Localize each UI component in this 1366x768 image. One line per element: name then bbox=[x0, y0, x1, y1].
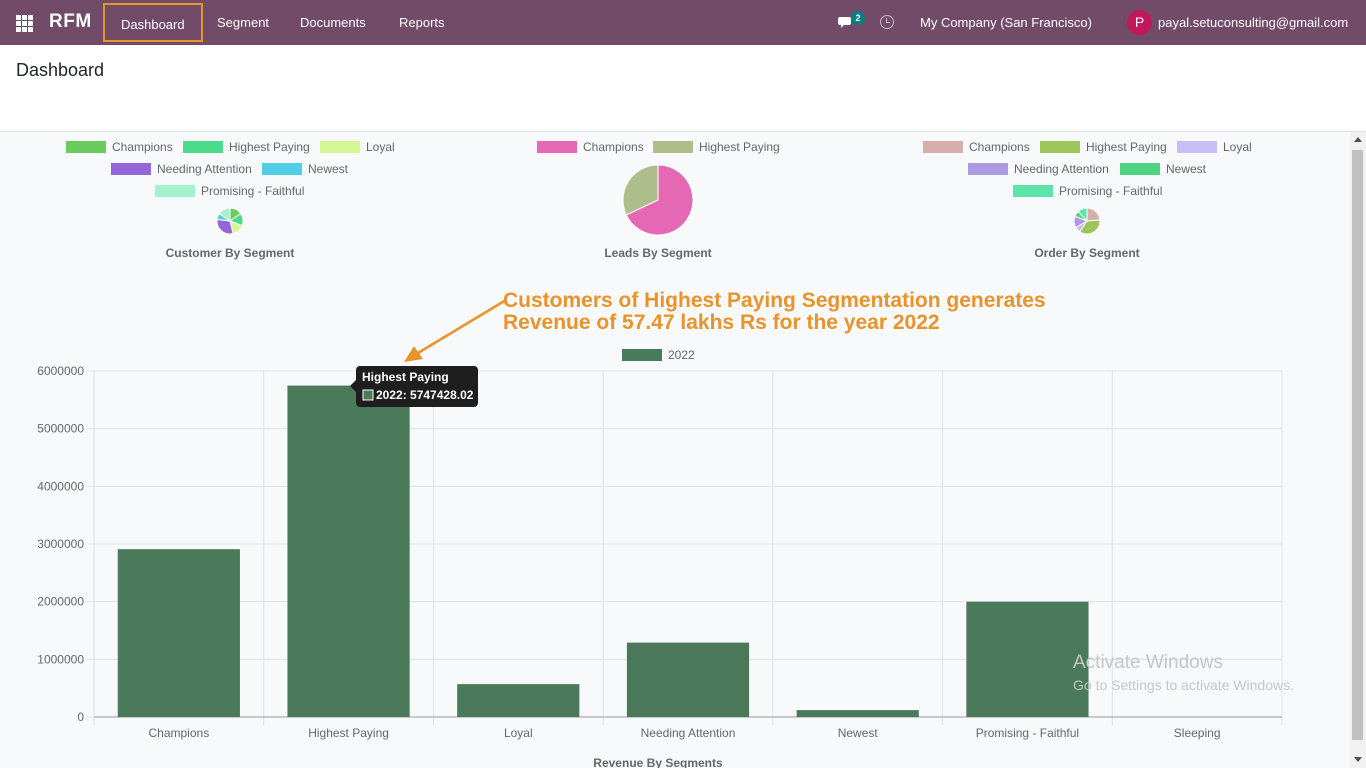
avatar[interactable]: P bbox=[1127, 10, 1152, 35]
legend-swatch[interactable] bbox=[1177, 141, 1217, 153]
user-menu[interactable]: payal.setuconsulting@gmail.com bbox=[1158, 15, 1349, 30]
legend-swatch[interactable] bbox=[111, 163, 151, 175]
bar-legend-label: 2022 bbox=[668, 348, 695, 362]
y-tick-label: 3000000 bbox=[37, 537, 84, 551]
y-tick-label: 0 bbox=[77, 710, 84, 724]
legend-label: Needing Attention bbox=[1014, 162, 1109, 176]
annotation-arrow-line bbox=[417, 298, 507, 355]
scroll-down-arrow-icon[interactable] bbox=[1354, 757, 1362, 762]
y-tick-label: 6000000 bbox=[37, 364, 84, 378]
x-tick-label: Loyal bbox=[504, 726, 533, 740]
tooltip-value: 2022: 5747428.02 bbox=[376, 388, 474, 402]
x-tick-label: Champions bbox=[149, 726, 210, 740]
top-navbar: RFM Dashboard Segment Documents Reports … bbox=[0, 0, 1366, 45]
y-tick-label: 2000000 bbox=[37, 595, 84, 609]
legend-label: Highest Paying bbox=[699, 140, 780, 154]
legend-swatch[interactable] bbox=[66, 141, 106, 153]
tooltip-pointer bbox=[350, 380, 356, 392]
x-tick-label: Promising - Faithful bbox=[976, 726, 1079, 740]
chat-count-badge: 2 bbox=[851, 11, 865, 25]
pie-chart-title: Leads By Segment bbox=[604, 246, 711, 260]
y-tick-label: 4000000 bbox=[37, 479, 84, 493]
pie-chart-title: Order By Segment bbox=[1034, 246, 1139, 260]
annotation-arrow-head bbox=[404, 346, 423, 362]
pie-slice[interactable] bbox=[1086, 207, 1101, 222]
menu-dashboard[interactable]: Dashboard bbox=[103, 3, 203, 42]
bar[interactable] bbox=[117, 549, 240, 717]
legend-label: Promising - Faithful bbox=[1059, 184, 1162, 198]
legend-label: Promising - Faithful bbox=[201, 184, 304, 198]
legend-swatch[interactable] bbox=[653, 141, 693, 153]
bar-chart-title: Revenue By Segments bbox=[593, 756, 723, 768]
apps-grid-icon[interactable] bbox=[16, 15, 33, 32]
chat-icon[interactable] bbox=[838, 14, 856, 30]
tooltip-swatch bbox=[362, 389, 374, 401]
x-tick-label: Newest bbox=[838, 726, 879, 740]
annotation-line-1: Customers of Highest Paying Segmentation… bbox=[503, 289, 1046, 312]
legend-swatch[interactable] bbox=[1040, 141, 1080, 153]
legend-label: Newest bbox=[308, 162, 349, 176]
company-switcher[interactable]: My Company (San Francisco) bbox=[920, 15, 1092, 30]
y-tick-label: 5000000 bbox=[37, 422, 84, 436]
legend-swatch[interactable] bbox=[320, 141, 360, 153]
menu-segment[interactable]: Segment bbox=[217, 15, 270, 30]
pie-slice[interactable] bbox=[625, 164, 694, 236]
scroll-up-arrow-icon[interactable] bbox=[1354, 137, 1362, 142]
legend-label: Loyal bbox=[1223, 140, 1252, 154]
bar[interactable] bbox=[287, 385, 410, 717]
legend-label: Highest Paying bbox=[1086, 140, 1167, 154]
pie-slice[interactable] bbox=[218, 207, 231, 222]
menu-reports[interactable]: Reports bbox=[399, 15, 445, 30]
watermark-title: Activate Windows bbox=[1073, 652, 1223, 673]
legend-label: Highest Paying bbox=[229, 140, 310, 154]
app-brand[interactable]: RFM bbox=[49, 11, 92, 32]
control-panel: Dashboard bbox=[0, 45, 1366, 132]
legend-label: Champions bbox=[112, 140, 173, 154]
dashboard-content: Champions Highest Paying Loyal Needing Atte… bbox=[0, 132, 1350, 768]
pie-slice[interactable] bbox=[1077, 207, 1088, 223]
pie-slice[interactable] bbox=[622, 164, 659, 216]
bar[interactable] bbox=[796, 710, 919, 717]
y-tick-label: 1000000 bbox=[37, 652, 84, 666]
bar[interactable] bbox=[966, 601, 1089, 717]
legend-swatch[interactable] bbox=[1013, 185, 1053, 197]
bar[interactable] bbox=[457, 684, 580, 717]
revenue-annotation: Customers of Highest Paying Segmentation… bbox=[503, 290, 1046, 334]
annotation-line-2: Revenue of 57.47 lakhs Rs for the year 2… bbox=[503, 311, 940, 334]
legend-swatch[interactable] bbox=[1120, 163, 1160, 175]
legend-swatch[interactable] bbox=[183, 141, 223, 153]
legend-swatch[interactable] bbox=[537, 141, 577, 153]
legend-swatch[interactable] bbox=[262, 163, 302, 175]
legend-label: Champions bbox=[583, 140, 644, 154]
legend-label: Newest bbox=[1166, 162, 1207, 176]
tooltip-box bbox=[356, 366, 478, 407]
bar[interactable] bbox=[626, 642, 750, 717]
tooltip-title: Highest Paying bbox=[362, 370, 449, 384]
legend-label: Loyal bbox=[366, 140, 395, 154]
watermark-subtitle: Go to Settings to activate Windows. bbox=[1073, 677, 1294, 693]
page-title: Dashboard bbox=[16, 60, 105, 80]
dashboard-charts: Champions Highest Paying Loyal Needing Atte… bbox=[37, 140, 1283, 768]
scrollbar-thumb[interactable] bbox=[1352, 150, 1363, 740]
bar-legend-swatch[interactable] bbox=[622, 349, 662, 361]
legend-label: Champions bbox=[969, 140, 1030, 154]
x-tick-label: Sleeping bbox=[1174, 726, 1221, 740]
legend-label: Needing Attention bbox=[157, 162, 252, 176]
x-tick-label: Needing Attention bbox=[641, 726, 736, 740]
pie-slice[interactable] bbox=[1078, 219, 1101, 235]
pie-chart-title: Customer By Segment bbox=[166, 246, 295, 260]
activity-clock-icon[interactable] bbox=[880, 15, 894, 29]
legend-swatch[interactable] bbox=[923, 141, 963, 153]
legend-swatch[interactable] bbox=[155, 185, 195, 197]
legend-swatch[interactable] bbox=[968, 163, 1008, 175]
x-tick-label: Highest Paying bbox=[308, 726, 389, 740]
menu-documents[interactable]: Documents bbox=[300, 15, 366, 30]
